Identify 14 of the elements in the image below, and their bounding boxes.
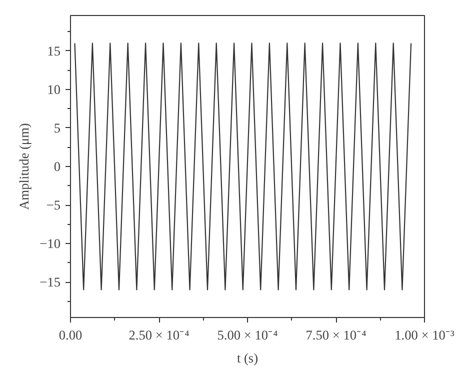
x-axis-title: t (s)	[236, 350, 258, 366]
x-tick-label: 7.50 × 10⁻⁴	[306, 328, 367, 342]
y-axis-title: Amplitude (μm)	[16, 123, 32, 210]
x-tick-label: 1.00 × 10⁻³	[394, 328, 454, 342]
x-tick-label: 5.00 × 10⁻⁴	[217, 328, 278, 342]
x-tick-label: 2.50 × 10⁻⁴	[128, 328, 190, 342]
x-tick-label: 0.00	[58, 328, 82, 342]
y-tick-label: 15	[47, 43, 61, 58]
y-tick-label: 10	[47, 82, 61, 97]
y-tick-label: −5	[46, 198, 61, 213]
y-tick-label: −15	[40, 274, 61, 290]
y-tick-label: −10	[40, 236, 61, 252]
y-tick-label: 5	[54, 120, 61, 136]
y-tick-label: 0	[54, 159, 61, 174]
